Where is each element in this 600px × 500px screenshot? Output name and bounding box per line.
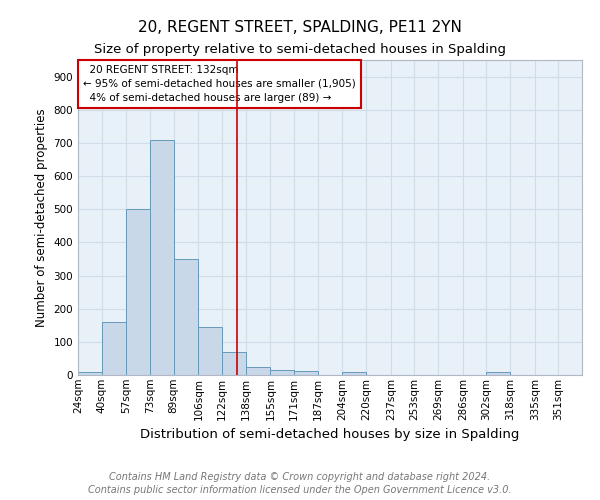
Text: Size of property relative to semi-detached houses in Spalding: Size of property relative to semi-detach… bbox=[94, 42, 506, 56]
Text: Contains HM Land Registry data © Crown copyright and database right 2024.
Contai: Contains HM Land Registry data © Crown c… bbox=[88, 472, 512, 495]
Bar bbox=[271, 370, 294, 375]
Bar bbox=[127, 209, 150, 375]
Bar bbox=[222, 352, 245, 375]
Text: 20 REGENT STREET: 132sqm
← 95% of semi-detached houses are smaller (1,905)
  4% : 20 REGENT STREET: 132sqm ← 95% of semi-d… bbox=[83, 64, 356, 102]
Bar bbox=[173, 259, 199, 375]
Y-axis label: Number of semi-detached properties: Number of semi-detached properties bbox=[35, 108, 48, 327]
Bar bbox=[294, 371, 317, 375]
Bar bbox=[150, 140, 173, 375]
Bar bbox=[487, 372, 510, 375]
Bar bbox=[199, 327, 222, 375]
Bar bbox=[101, 322, 127, 375]
Text: 20, REGENT STREET, SPALDING, PE11 2YN: 20, REGENT STREET, SPALDING, PE11 2YN bbox=[138, 20, 462, 35]
X-axis label: Distribution of semi-detached houses by size in Spalding: Distribution of semi-detached houses by … bbox=[140, 428, 520, 441]
Bar bbox=[245, 366, 271, 375]
Bar bbox=[343, 372, 366, 375]
Bar bbox=[78, 372, 101, 375]
